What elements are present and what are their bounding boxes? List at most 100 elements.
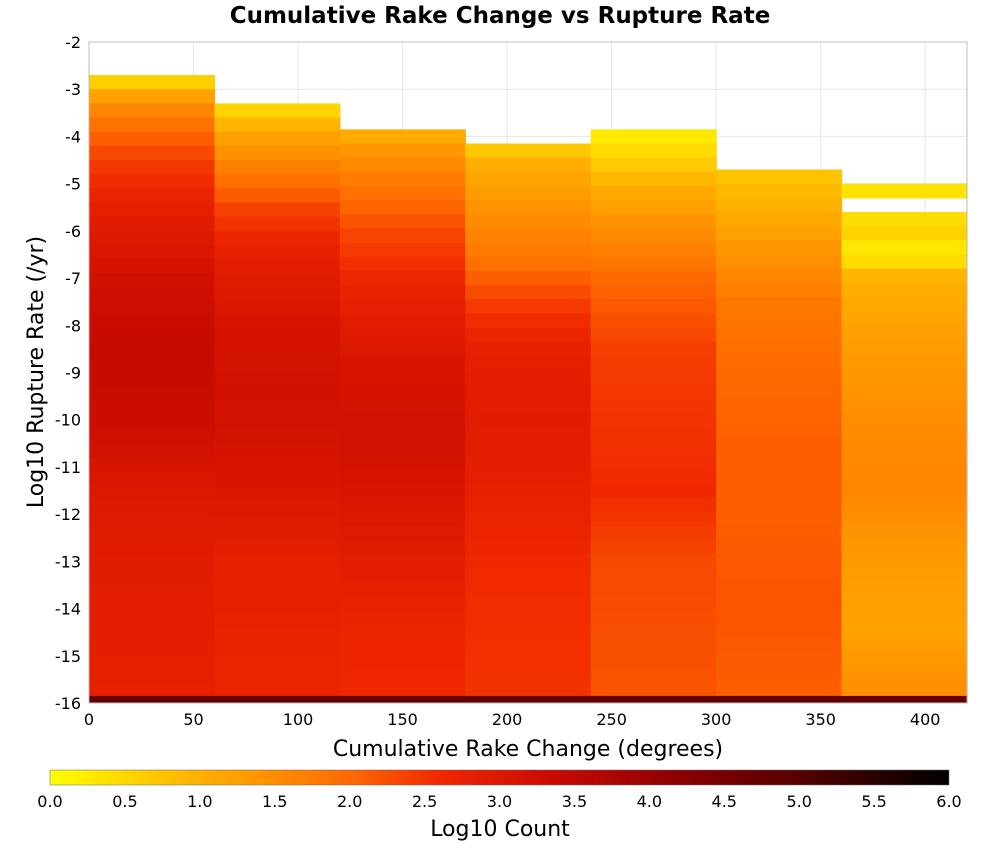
colorbar-tick-label-10: 5.0	[786, 792, 811, 811]
heatmap-cell-0-30	[89, 499, 216, 515]
heatmap-cell-3-0	[465, 143, 592, 159]
heatmap-cell-5-11	[716, 325, 843, 341]
heatmap-cell-5-31	[716, 608, 843, 624]
heatmap-cell-1-29	[214, 514, 341, 529]
heatmap-cell-3-16	[465, 370, 592, 385]
heatmap-cell-2-39	[339, 681, 466, 697]
heatmap-cell-3-7	[465, 242, 592, 258]
heatmap-cell-6-10	[841, 325, 968, 341]
heatmap-cell-6-32	[841, 636, 968, 652]
heatmap-cell-0-23	[89, 400, 216, 416]
colorbar-tick-label-5: 2.5	[412, 792, 437, 811]
heatmap-cell-0-34	[89, 556, 216, 572]
heatmap-cell-3-12	[465, 313, 592, 329]
heatmap-cell-4-38	[590, 667, 717, 683]
heatmap-cell-2-26	[339, 497, 466, 513]
x-tick-label-5: 250	[596, 710, 627, 729]
heatmap-cell-6-3	[841, 226, 968, 241]
heatmap-cell-1-6	[214, 188, 341, 204]
heatmap-cell-1-7	[214, 202, 341, 218]
heatmap-cell-3-33	[465, 610, 592, 626]
heatmap-cell-5-3	[716, 211, 843, 227]
x-tick-label-1: 50	[183, 710, 203, 729]
heatmap-cell-4-28	[590, 525, 717, 541]
heatmap-cell-6-18	[841, 438, 968, 454]
colorbar-tick-label-2: 1.0	[187, 792, 212, 811]
heatmap-cell-5-0	[716, 169, 843, 185]
heatmap-cell-6-30	[841, 608, 968, 624]
heatmap-cell-2-13	[339, 313, 466, 329]
heatmap-cell-6-13	[841, 367, 968, 383]
heatmap-cell-6-8	[841, 296, 968, 312]
heatmap-cell-2-10	[339, 270, 466, 286]
heatmap-cell-2-1	[339, 143, 466, 159]
heatmap-cell-5-24	[716, 509, 843, 525]
heatmap-cell-6-28	[841, 580, 968, 595]
heatmap-cell-1-4	[214, 160, 341, 175]
heatmap-cell-0-10	[89, 216, 216, 232]
heatmap-cell-4-32	[590, 582, 717, 598]
heatmap-cell-3-29	[465, 554, 592, 570]
heatmap-cell-1-3	[214, 145, 341, 161]
heatmap-cell-2-11	[339, 285, 466, 300]
y-tick-label-12: -14	[55, 600, 81, 619]
heatmap-cell-5-33	[716, 636, 843, 652]
heatmap-cell-2-15	[339, 341, 466, 357]
heatmap-cell-3-13	[465, 327, 592, 343]
heatmap-cell-1-27	[214, 485, 341, 501]
colorbar-tick-label-3: 1.5	[262, 792, 287, 811]
heatmap-cell-4-2	[590, 157, 717, 173]
heatmap-cell-3-21	[465, 440, 592, 456]
x-tick-label-8: 400	[910, 710, 941, 729]
heatmap-cell-2-36	[339, 639, 466, 655]
heatmap-cell-0-18	[89, 330, 216, 345]
heatmap-cell-5-29	[716, 580, 843, 595]
heatmap-cell-4-14	[590, 327, 717, 343]
heatmap-cell-3-38	[465, 681, 592, 697]
heatmap-bottom-cell-6	[841, 695, 968, 703]
heatmap-cell-4-22	[590, 440, 717, 456]
y-tick-label-9: -11	[55, 458, 81, 477]
heatmap-cell-0-6	[89, 160, 216, 175]
heatmap-cell-5-28	[716, 566, 843, 581]
x-tick-label-2: 100	[283, 710, 314, 729]
heatmap-cell-1-41	[214, 684, 341, 697]
heatmap-cell-0-39	[89, 627, 216, 643]
heatmap-cell-5-32	[716, 622, 843, 638]
heatmap-cell-6-7	[841, 282, 968, 298]
heatmap-cell-2-28	[339, 525, 466, 541]
heatmap-cell-3-14	[465, 341, 592, 357]
heatmap-cell-3-26	[465, 511, 592, 527]
heatmap-cell-2-27	[339, 511, 466, 527]
heatmap-cell-6-15	[841, 396, 968, 411]
colorbar-tick-label-12: 6.0	[936, 792, 961, 811]
heatmap-cell-1-18	[214, 358, 341, 374]
heatmap-cell-6-29	[841, 594, 968, 610]
heatmap-cell-1-1	[214, 117, 341, 133]
heatmap-cell-3-3	[465, 186, 592, 201]
heatmap-cell-2-12	[339, 299, 466, 315]
heatmap-cell-1-23	[214, 429, 341, 444]
heatmap-cell-4-29	[590, 540, 717, 555]
heatmap-cell-0-27	[89, 457, 216, 473]
heatmap-cell-0-8	[89, 188, 216, 204]
heatmap-cell-0-0	[89, 75, 216, 90]
heatmap-cell-0-43	[89, 684, 216, 697]
heatmap-cell-3-17	[465, 384, 592, 400]
heatmap-cell-0-38	[89, 613, 216, 629]
heatmap-cell-3-5	[465, 214, 592, 230]
heatmap-cell-2-34	[339, 610, 466, 626]
heatmap-cell-4-12	[590, 299, 717, 315]
heatmap-cell-5-34	[716, 651, 843, 666]
heatmap-cell-3-1	[465, 157, 592, 173]
heatmap-cell-3-19	[465, 412, 592, 428]
heatmap-cell-6-23	[841, 509, 968, 525]
heatmap-cell-0-9	[89, 202, 216, 218]
heatmap-cell-1-32	[214, 556, 341, 572]
x-tick-label-6: 300	[701, 710, 732, 729]
heatmap-cell-1-20	[214, 386, 341, 402]
heatmap-cell-4-25	[590, 483, 717, 499]
heatmap-cell-2-0	[339, 129, 466, 145]
colorbar-tick-label-0: 0.0	[37, 792, 62, 811]
y-tick-label-13: -15	[55, 647, 81, 666]
